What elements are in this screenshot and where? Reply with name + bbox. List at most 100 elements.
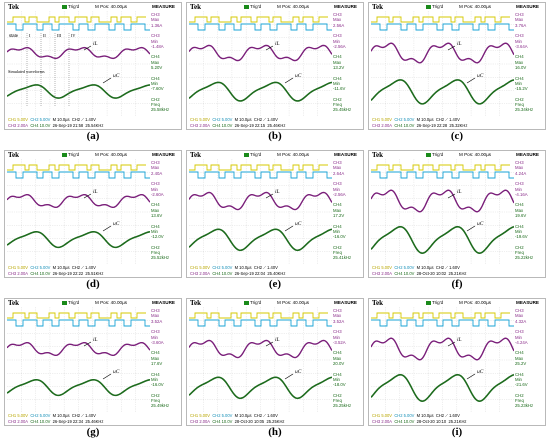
measure-line: CH2: [151, 96, 160, 102]
measure-line: 2.40A: [151, 170, 163, 176]
measure-line: CH4: [515, 371, 524, 377]
measure-line: -4.24A: [515, 339, 528, 345]
measure-line: CH2: [515, 96, 524, 102]
arrow-il: [447, 45, 456, 51]
arrow-il: [265, 341, 274, 347]
scope-screen: Tek Trig'd M Pos: 40.00µs MEASURE iL uC CH3 Max…: [186, 2, 364, 130]
measure-line: 25.23kHz: [515, 403, 534, 409]
measure-line: 16.0V: [515, 65, 527, 70]
measure-line: -2.60A: [151, 191, 164, 197]
scope-header: Tek Trig'd M Pos: 40.00µs MEASURE: [187, 151, 363, 160]
graticule: [7, 159, 150, 265]
trigger-status: Trig'd: [432, 152, 444, 157]
scope-screen: Tek Trig'd M Pos: 40.00µs MEASURE iL uC CH3 Max…: [368, 298, 546, 426]
measure-line: 19.6V: [515, 213, 527, 218]
arrow-il: [83, 193, 92, 199]
measure-line: CH3: [515, 160, 524, 165]
ch4-voltage-trace: [371, 373, 514, 402]
measure-title: MEASURE: [152, 4, 175, 9]
measure-line: CH2: [515, 244, 524, 250]
measure-line: Min: [151, 376, 158, 382]
measure-line: 4.32A: [515, 318, 527, 324]
label-il: iL: [275, 189, 280, 195]
trigger-status: Trig'd: [432, 4, 444, 9]
measure-line: CH3: [515, 329, 524, 335]
measure-title: MEASURE: [152, 300, 175, 305]
scope-header: Tek Trig'd M Pos: 40.00µs MEASURE: [369, 151, 545, 160]
horizontal-position: M Pos: 40.00µs: [459, 300, 492, 305]
measure-line: CH3: [151, 329, 160, 335]
caption-i: (i): [451, 426, 463, 438]
measure-line: -18.0V: [333, 382, 346, 388]
measure-line: CH4: [515, 202, 524, 208]
measure-panel: CH3 Max 1.36A CH3 Min -1.48A CH4 Max 5.20V CH4 Min…: [151, 12, 181, 118]
measure-line: CH4: [515, 54, 524, 60]
measure-line: Min: [515, 186, 522, 192]
measure-line: 25.34kHz: [515, 107, 534, 113]
measure-line: Min: [333, 186, 340, 192]
measure-line: CH3: [515, 181, 524, 187]
measure-line: Min: [333, 38, 340, 44]
ch4-voltage-trace: [189, 228, 332, 252]
measure-line: Max: [333, 207, 342, 213]
measure-line: Min: [515, 38, 522, 44]
measure-line: Max: [151, 165, 160, 171]
ch3-current-trace: [7, 46, 150, 60]
graticule: [189, 307, 332, 413]
arrow-il: [83, 45, 92, 51]
measure-line: Min: [151, 228, 158, 234]
measure-line: Freq: [151, 398, 160, 404]
ch1-trace: [371, 16, 510, 23]
trigger-status: Trig'd: [250, 4, 262, 9]
tek-logo: Tek: [190, 299, 202, 307]
measure-line: 3.52A: [151, 318, 163, 324]
arrow-uc: [102, 225, 112, 232]
trigger-status: Trig'd: [250, 300, 262, 305]
measure-line: Min: [515, 376, 522, 382]
measure-line: CH3: [333, 12, 342, 17]
measure-line: CH3: [333, 181, 342, 187]
scope-screen: Tek Trig'd M Pos: 40.00µs MEASURE iL uC CH3 Max…: [368, 150, 546, 278]
arrow-uc: [102, 373, 112, 380]
measure-line: CH2: [515, 392, 524, 398]
ch1-trace: [7, 312, 146, 319]
scope-screen: Tek Trig'd M Pos: 40.00µs MEASURE iL uC CH3 Max…: [4, 298, 182, 426]
scope-screen: Tek Trig'd M Pos: 40.00µs MEASURE iL uC CH3 Max…: [4, 150, 182, 278]
measure-line: 3.52A: [333, 318, 345, 324]
arrow-uc: [284, 373, 294, 380]
trigger-status: Trig'd: [68, 300, 80, 305]
caption-b: (b): [268, 130, 282, 142]
measure-panel: CH3 Max 2.56A CH3 Min -2.56A CH4 Max 13.2V CH4 Min…: [333, 12, 363, 118]
arrow-il: [447, 341, 456, 347]
footer-row-1: CH1 5.00V CH2 5.00V M 10.0µs CH2 ⟋ 1.60V: [372, 265, 460, 270]
footer-row-2: CH3 2.00A CH4 10.0V 26-Sep-19 22:15 25.4…: [190, 122, 286, 128]
state-2: II: [43, 33, 46, 38]
measure-line: Freq: [515, 398, 524, 404]
measure-line: 25.41kHz: [333, 255, 352, 261]
waveform-plot: iL uC: [189, 159, 332, 265]
ch3-current-trace: [189, 44, 332, 62]
measure-line: -3.64A: [515, 43, 528, 49]
scope-panel-g: Tek Trig'd M Pos: 40.00µs MEASURE iL uC CH3 Max…: [4, 298, 182, 426]
measure-line: 25.58kHz: [151, 107, 170, 113]
measure-line: Min: [151, 334, 158, 340]
measure-line: CH3: [151, 308, 160, 313]
measure-line: 20.0V: [333, 361, 345, 366]
trigger-status-icon: [244, 4, 249, 9]
graticule: [371, 159, 514, 265]
measure-line: 25.25kHz: [333, 403, 352, 409]
caption-f: (f): [451, 278, 463, 290]
scope-header: Tek Trig'd M Pos: 40.00µs MEASURE: [369, 3, 545, 12]
graticule: [7, 11, 150, 117]
footer-row-2: CH3 2.00A CH4 10.0V 28-Oct-20 10:02 25.2…: [372, 270, 467, 276]
measure-panel: CH3 Max 4.32A CH3 Min -4.24A CH4 Max 25.2V CH4 Min…: [515, 308, 545, 414]
footer-row-1: CH1 5.00V CH2 5.00V M 10.0µs CH2 ⟋ 1.40V: [190, 117, 278, 122]
measure-panel: CH3 Max 3.52A CH3 Min -3.60A CH4 Max 17.6V CH4 Min…: [151, 308, 181, 414]
scope-panel-h: Tek Trig'd M Pos: 40.00µs MEASURE iL uC CH3 Max…: [186, 298, 364, 426]
ch2-trace: [371, 319, 514, 327]
footer-row-2: CH3 2.00A CH4 10.0V 28-Oct-20 10:05 25.2…: [190, 418, 285, 424]
measure-line: 13.6V: [151, 213, 163, 218]
ch4-voltage-trace: [7, 378, 150, 397]
ch2-trace: [189, 171, 332, 179]
graticule: [189, 159, 332, 265]
